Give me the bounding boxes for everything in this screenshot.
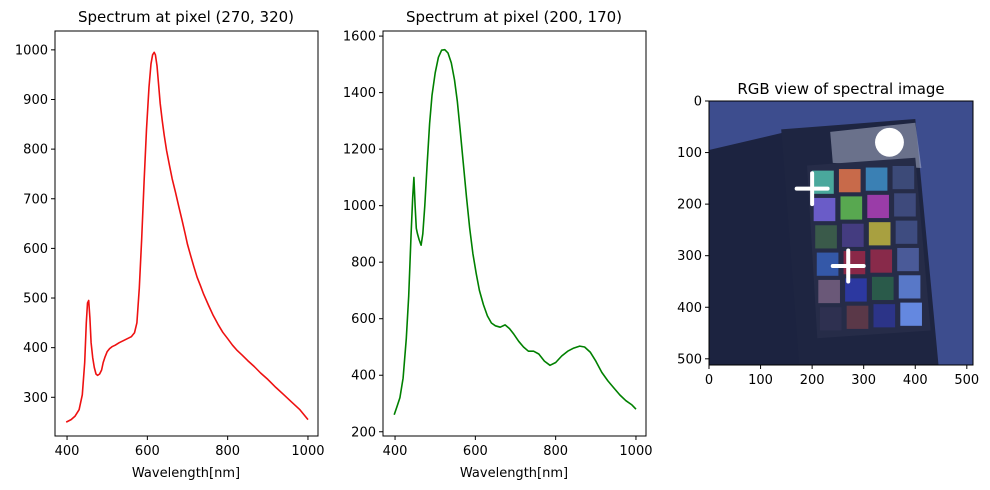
plot-area: 400 600 800 1000 300 400 500 600 700 800 900 1000 bbox=[15, 43, 325, 459]
y-tick-label: 700 bbox=[23, 192, 48, 207]
x-tick-label: 800 bbox=[543, 444, 568, 459]
spectrum-chart-green: Spectrum at pixel (200, 170) 400 600 800 10… bbox=[343, 8, 653, 481]
dark-panel bbox=[709, 131, 802, 365]
color-patch bbox=[840, 196, 863, 220]
y-tick-label: 400 bbox=[23, 341, 48, 356]
axes-frame bbox=[382, 30, 647, 437]
y-tick-label: 1000 bbox=[343, 199, 376, 214]
x-axis-label: Wavelength[nm] bbox=[132, 466, 240, 481]
x-tick-label: 100 bbox=[748, 373, 773, 388]
color-patch bbox=[842, 223, 864, 247]
color-patch bbox=[815, 225, 837, 249]
chart-title: Spectrum at pixel (200, 170) bbox=[406, 8, 622, 26]
color-patch bbox=[900, 302, 922, 326]
series-line bbox=[65, 51, 309, 423]
y-tick-label: 1000 bbox=[15, 43, 48, 58]
x-tick-label: 400 bbox=[903, 373, 928, 388]
rgb-image-view: RGB view of spectral image 0 100 200 300 400… bbox=[677, 80, 979, 388]
y-tick-label: 600 bbox=[23, 242, 48, 257]
y-tick-label: 600 bbox=[351, 312, 376, 327]
color-patch bbox=[845, 278, 867, 302]
color-patch bbox=[813, 197, 836, 222]
spectral-image bbox=[709, 101, 973, 365]
y-tick-label: 0 bbox=[694, 95, 702, 110]
y-tick-label: 200 bbox=[677, 198, 702, 213]
x-tick-label: 300 bbox=[851, 373, 876, 388]
color-patch bbox=[819, 307, 842, 331]
series-line bbox=[393, 48, 637, 416]
color-patch bbox=[870, 249, 893, 273]
color-patch bbox=[892, 165, 915, 190]
x-tick-label: 1000 bbox=[619, 444, 652, 459]
y-tick-label: 200 bbox=[351, 425, 376, 440]
x-tick-label: 0 bbox=[705, 373, 713, 388]
image-frame bbox=[708, 100, 974, 366]
spectrum-chart-red: Spectrum at pixel (270, 320) 400 600 800 10… bbox=[15, 8, 325, 481]
y-tick-label: 500 bbox=[23, 292, 48, 307]
color-patch bbox=[867, 194, 889, 219]
color-patch bbox=[894, 193, 916, 217]
circle-marker bbox=[875, 127, 904, 157]
color-patch bbox=[816, 252, 839, 276]
color-patch bbox=[898, 275, 921, 299]
color-patch bbox=[895, 220, 918, 244]
x-tick-label: 600 bbox=[463, 444, 488, 459]
y-tick-label: 500 bbox=[677, 352, 702, 367]
color-patch bbox=[873, 304, 896, 328]
y-tick-label: 1400 bbox=[343, 86, 376, 101]
x-tick-label: 400 bbox=[383, 444, 408, 459]
y-tick-label: 400 bbox=[677, 301, 702, 316]
x-tick-label: 500 bbox=[954, 373, 979, 388]
y-tick-label: 300 bbox=[23, 391, 48, 406]
y-tick-label: 100 bbox=[677, 146, 702, 161]
plot-area: 400 600 800 1000 200 400 600 800 1000 1200 1400 160… bbox=[343, 30, 653, 459]
y-tick-label: 1600 bbox=[343, 30, 376, 45]
color-patch bbox=[868, 222, 891, 246]
y-tick-label: 400 bbox=[351, 369, 376, 384]
color-patch bbox=[865, 167, 888, 191]
y-tick-label: 900 bbox=[23, 93, 48, 108]
x-tick-label: 1000 bbox=[291, 444, 324, 459]
color-patch bbox=[846, 305, 869, 329]
x-tick-label: 600 bbox=[135, 444, 160, 459]
x-tick-label: 800 bbox=[215, 444, 240, 459]
y-tick-label: 800 bbox=[351, 256, 376, 271]
image-title: RGB view of spectral image bbox=[737, 80, 944, 98]
color-patch bbox=[818, 279, 840, 304]
y-tick-label: 1200 bbox=[343, 143, 376, 158]
x-tick-label: 400 bbox=[55, 444, 80, 459]
color-patch bbox=[897, 247, 919, 272]
y-tick-label: 300 bbox=[677, 249, 702, 264]
x-axis-label: Wavelength[nm] bbox=[460, 466, 568, 481]
chart-title: Spectrum at pixel (270, 320) bbox=[78, 8, 294, 26]
axes-frame bbox=[54, 30, 319, 437]
color-patch bbox=[838, 169, 861, 193]
color-patch bbox=[871, 276, 894, 301]
x-tick-label: 200 bbox=[800, 373, 825, 388]
y-tick-label: 800 bbox=[23, 143, 48, 158]
